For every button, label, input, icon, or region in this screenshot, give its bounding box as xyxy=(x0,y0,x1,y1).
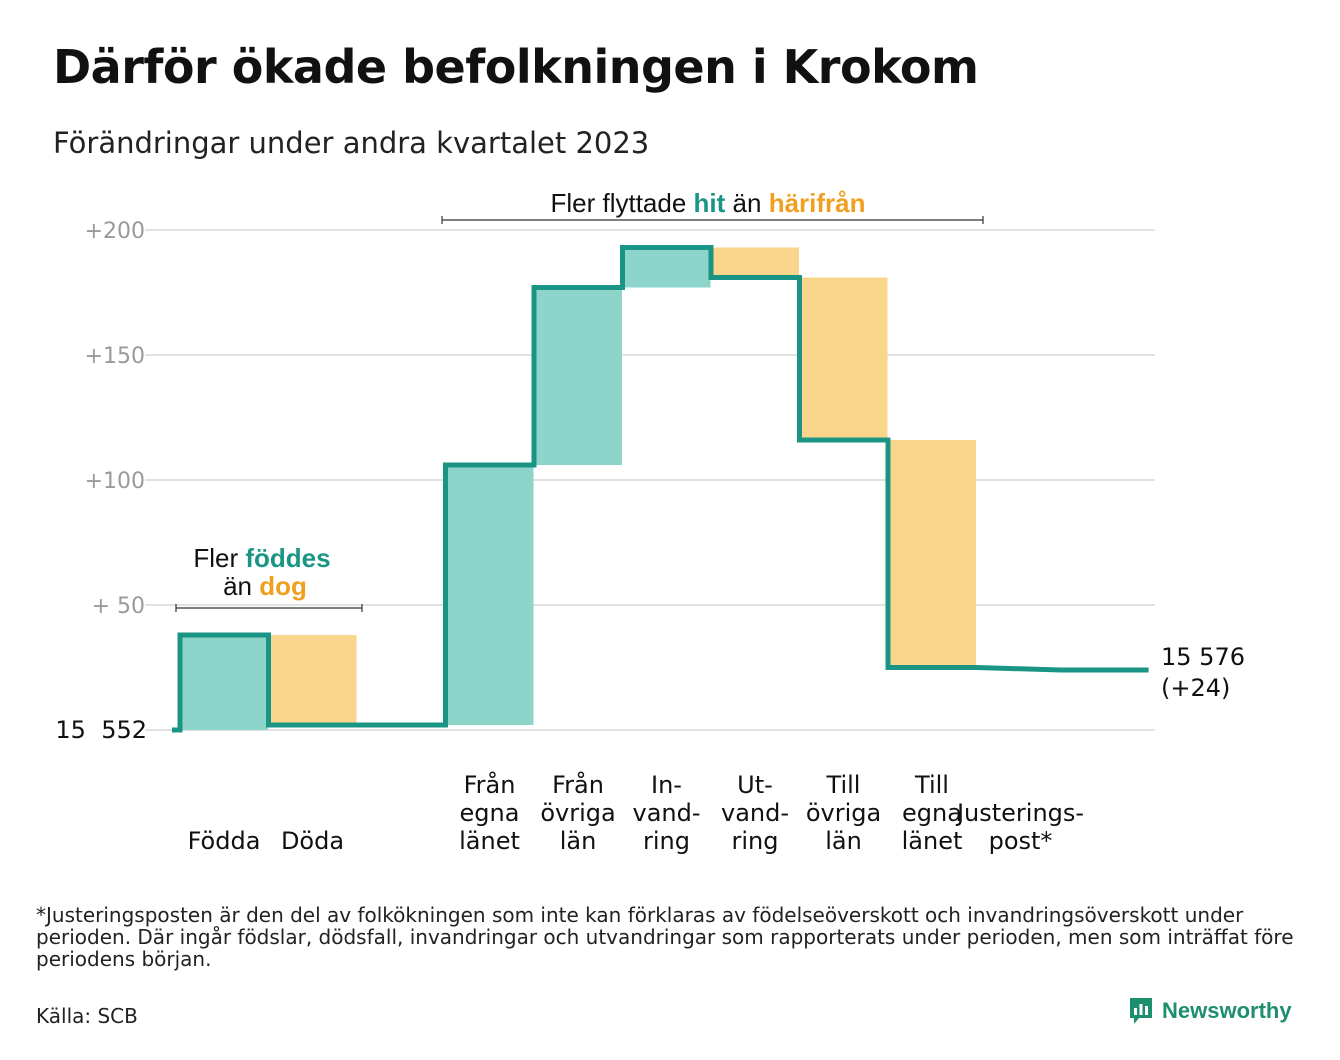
category-label: Till xyxy=(914,771,949,799)
grid-lines xyxy=(145,229,1155,731)
newsworthy-logo-icon xyxy=(1130,998,1152,1024)
end-value-label: 15 576 (+24) xyxy=(1161,643,1245,702)
category-label: egna xyxy=(460,799,520,827)
chart-title: Därför ökade befolkningen i Krokom xyxy=(53,40,979,94)
bar-increase xyxy=(180,635,268,730)
category-label: län xyxy=(825,827,862,855)
category-label: In- xyxy=(651,771,682,799)
annotation-migration: Fler flyttade hit än härifrån xyxy=(441,188,984,224)
category-label: Till xyxy=(826,771,861,799)
category-label: länet xyxy=(459,827,520,855)
annotation-migration-highlight-harifran: härifrån xyxy=(769,188,866,218)
bar-increase xyxy=(534,287,622,465)
svg-text:Fler föddes: Fler föddes xyxy=(193,543,330,573)
category-label: ring xyxy=(732,827,779,855)
bars xyxy=(180,247,976,730)
annotation-migration-middle: än xyxy=(725,188,768,218)
annotation-natural-highlight-fodda: föddes xyxy=(245,543,330,573)
brand-name: Newsworthy xyxy=(1162,998,1292,1023)
y-tick-label: +100 xyxy=(85,469,145,494)
category-label: län xyxy=(560,827,597,855)
category-label: post* xyxy=(989,827,1053,855)
category-label: Justerings- xyxy=(955,799,1084,827)
category-label: övriga xyxy=(806,799,881,827)
base-value-label: 15 552 xyxy=(55,716,147,744)
bar-increase xyxy=(622,247,711,288)
brand-logo: Newsworthy xyxy=(1128,996,1292,1026)
category-label: ring xyxy=(643,827,690,855)
annotation-natural: Fler föddes än dog xyxy=(175,543,363,612)
step-line xyxy=(172,245,1149,733)
end-value-total: 15 576 xyxy=(1161,643,1245,671)
bar-increase xyxy=(445,465,534,725)
footnote: *Justeringsposten är den del av folkökni… xyxy=(36,903,1294,971)
cumulative-step-line xyxy=(172,245,1149,733)
y-tick-label: + 50 xyxy=(92,594,145,619)
category-labels: Födda DödaFrånegnalänetFrånövrigalänIn-va… xyxy=(188,770,1084,855)
y-tick-label: +200 xyxy=(85,219,145,244)
category-label: övriga xyxy=(540,799,615,827)
source-label: Källa: SCB xyxy=(36,1004,138,1028)
svg-text:än dog: än dog xyxy=(223,571,307,601)
annotation-natural-prefix2: än xyxy=(223,571,259,601)
end-value-change: (+24) xyxy=(1161,674,1230,702)
category-label: Födda xyxy=(188,827,261,855)
category-label: Döda xyxy=(281,827,344,855)
chart-subtitle: Förändringar under andra kvartalet 2023 xyxy=(53,126,650,160)
bar-decrease xyxy=(888,440,976,668)
category-label: vand- xyxy=(721,799,789,827)
annotation-natural-prefix: Fler xyxy=(193,543,245,573)
category-label: Ut- xyxy=(737,771,773,799)
bar-decrease xyxy=(799,277,888,440)
y-tick-label: +150 xyxy=(85,344,145,369)
annotation-natural-highlight-doda: dog xyxy=(259,571,307,601)
annotation-migration-prefix: Fler flyttade xyxy=(550,188,693,218)
y-axis-ticks: +200 +150 +100 + 50 xyxy=(85,219,145,619)
category-label: vand- xyxy=(632,799,700,827)
bar-decrease xyxy=(711,247,799,278)
annotation-migration-highlight-hit: hit xyxy=(694,188,726,218)
category-label: Från xyxy=(464,770,516,799)
bar-decrease xyxy=(268,635,357,725)
category-label: Från xyxy=(552,770,604,799)
svg-text:Fler flyttade hit än härifrån: Fler flyttade hit än härifrån xyxy=(550,188,865,218)
category-label: egna xyxy=(902,799,962,827)
category-label: länet xyxy=(902,827,963,855)
waterfall-chart: +200+150+100+ 50 Födda DödaFrånegnalänetF… xyxy=(55,188,1245,855)
